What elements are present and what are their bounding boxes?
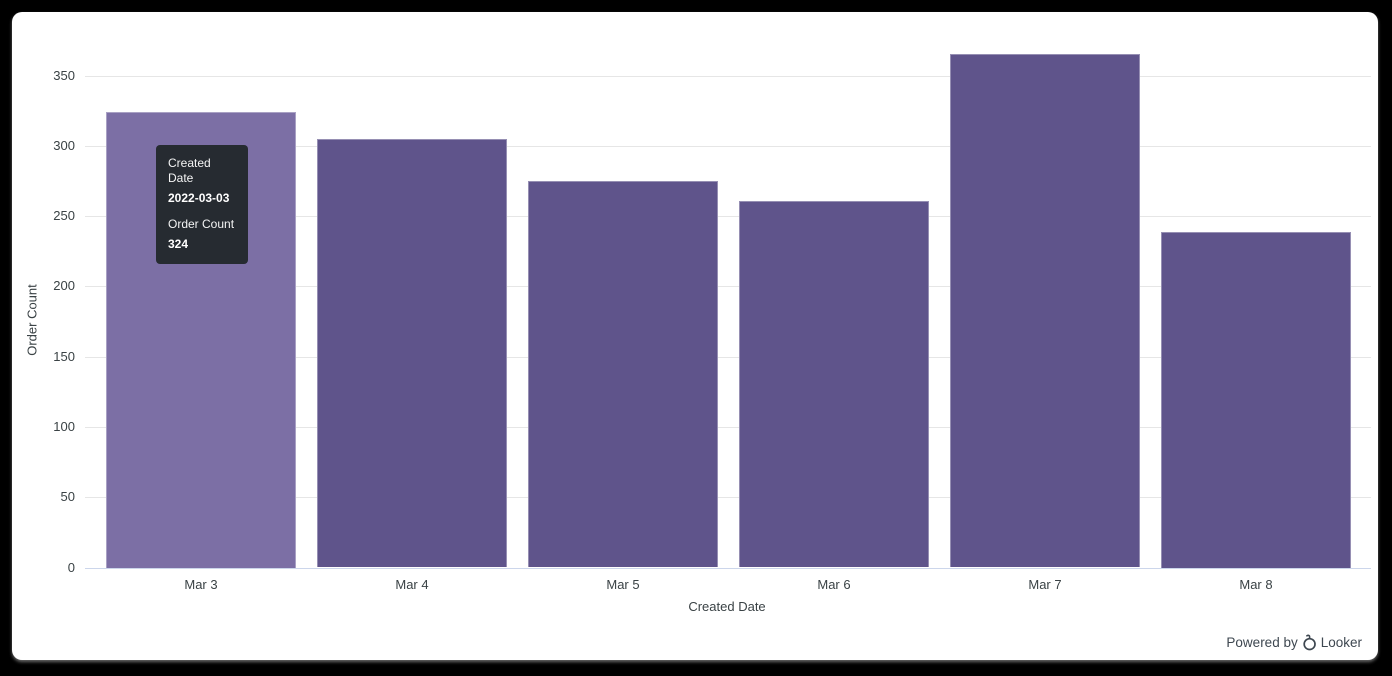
y-tick-label: 350 <box>53 67 75 83</box>
tooltip-measure-value: 324 <box>168 237 189 251</box>
x-axis-title: Created Date <box>688 599 766 614</box>
y-axis-title: Order Count <box>24 284 40 356</box>
gridline-350 <box>85 75 1371 77</box>
x-tick-label: Mar 7 <box>1028 577 1062 592</box>
bar-mar-4[interactable] <box>317 138 507 568</box>
y-tick-label: 150 <box>53 348 75 364</box>
gridline-200 <box>85 286 1371 288</box>
bar-mar-8[interactable] <box>1161 231 1351 568</box>
x-tick-label: Mar 3 <box>184 577 218 592</box>
x-tick-label: Mar 6 <box>817 577 851 592</box>
bar-mar-6[interactable] <box>739 200 929 568</box>
bar-mar-7[interactable] <box>950 54 1140 568</box>
looker-logo-icon <box>1302 633 1317 651</box>
powered-by-text: Powered by <box>1226 634 1298 650</box>
tooltip-measure-label: Order Count <box>168 217 235 231</box>
bar-mar-5[interactable] <box>528 180 718 568</box>
x-tick-label: Mar 5 <box>606 577 640 592</box>
gridline-300 <box>85 145 1371 147</box>
looker-brand-text[interactable]: Looker <box>1320 634 1362 650</box>
x-tick-label: Mar 4 <box>395 577 429 592</box>
gridline-250 <box>85 216 1371 218</box>
chart-tooltip: Created Date 2022-03-03 Order Count 324 <box>156 145 248 264</box>
x-tick-label: Mar 8 <box>1239 577 1273 592</box>
y-tick-label: 50 <box>60 489 75 505</box>
y-tick-label: 0 <box>67 559 75 575</box>
chart-card: Order Count Created Date Created Date 20… <box>12 12 1378 660</box>
gridline-100 <box>85 426 1371 428</box>
y-tick-label: 250 <box>53 208 75 224</box>
gridline-150 <box>85 356 1371 358</box>
y-tick-label: 200 <box>53 278 75 294</box>
tooltip-dimension-label: Created Date <box>168 156 211 185</box>
tooltip-dimension-value: 2022-03-03 <box>168 191 230 205</box>
gridline-50 <box>85 497 1371 499</box>
x-axis-line <box>85 567 1371 569</box>
y-tick-label: 300 <box>53 137 75 153</box>
y-tick-label: 100 <box>53 418 75 434</box>
powered-by-looker: Powered by Looker <box>1226 632 1362 652</box>
